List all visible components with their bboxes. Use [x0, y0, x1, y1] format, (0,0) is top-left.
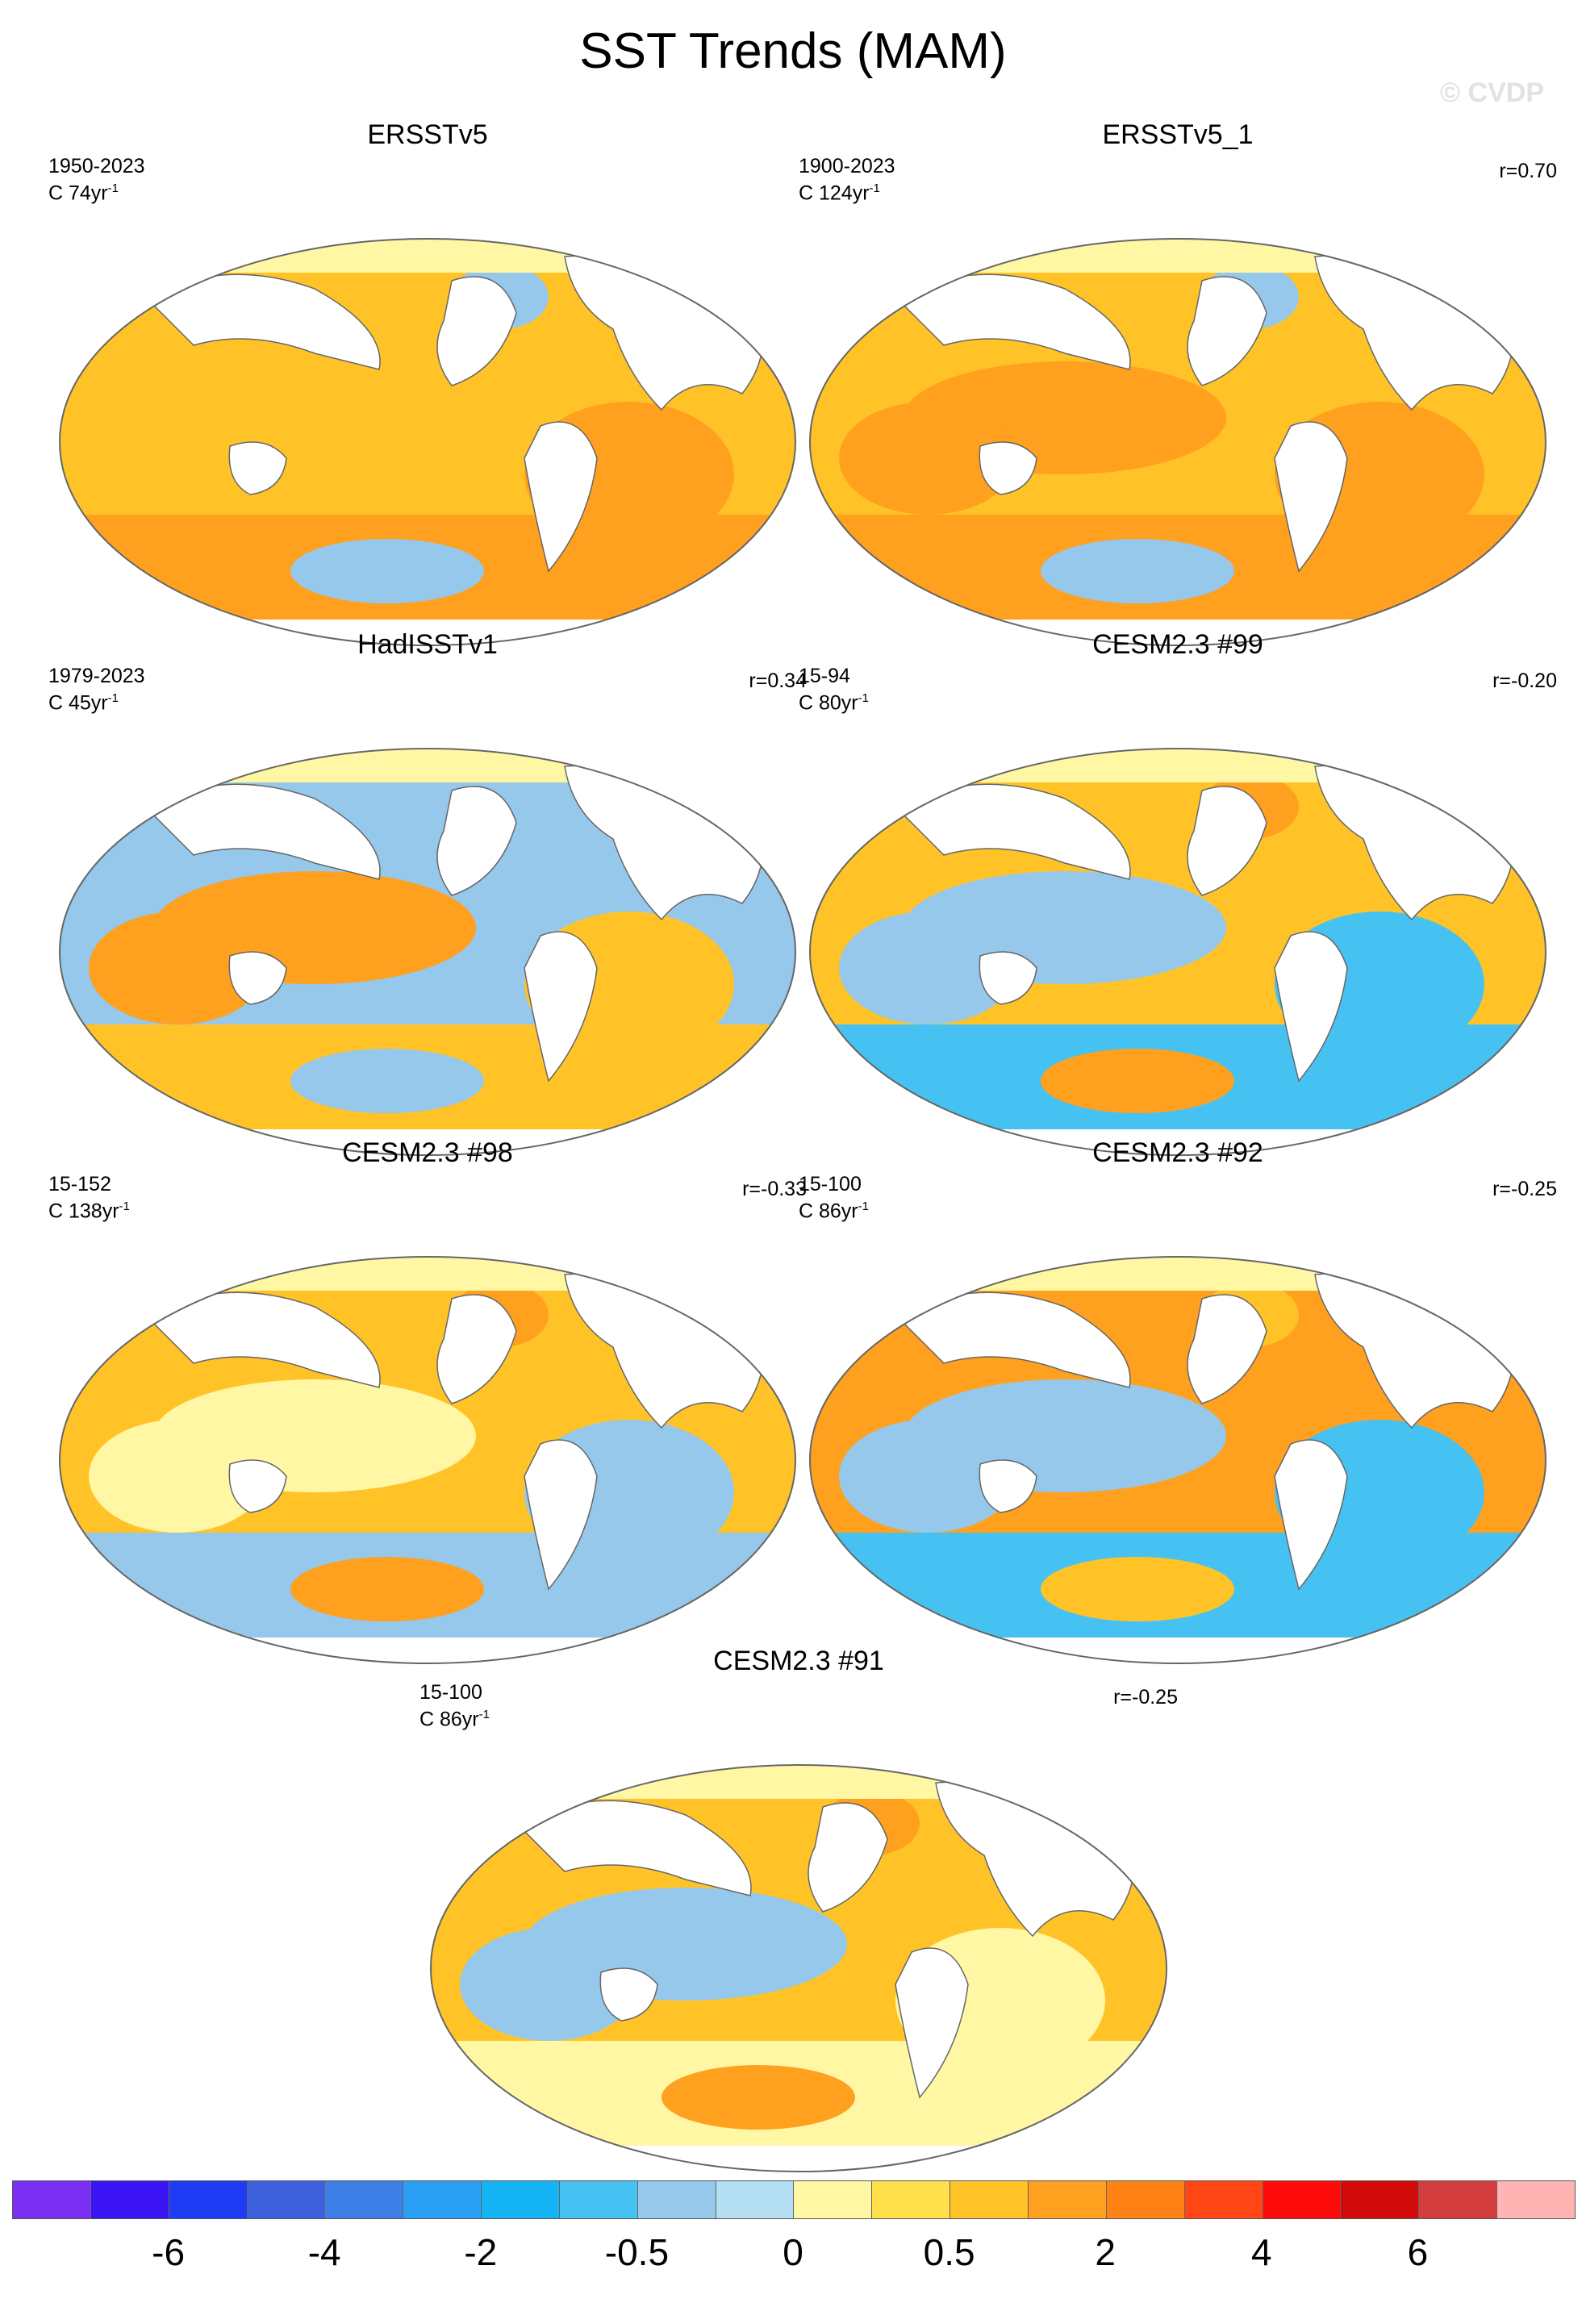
- colorbar-swatch: [1106, 2181, 1185, 2218]
- world-map: [59, 1256, 796, 1664]
- panel-title: CESM2.3 #91: [713, 1646, 884, 1676]
- colorbar-swatch: [637, 2181, 716, 2218]
- map-panel: HadISSTv1 1979-2023 C 45yr-1 r=0.34: [48, 629, 807, 1156]
- colorbar-swatch: [1028, 2181, 1107, 2218]
- panel-info: 1950-2023 C 74yr-1: [48, 155, 145, 204]
- panel-info: 15-152 C 138yr-1: [48, 1173, 130, 1222]
- colorbar-swatch: [169, 2181, 248, 2218]
- panel-period: 15-100: [419, 1681, 482, 1704]
- world-map: [809, 1256, 1546, 1664]
- panel-info: 1979-2023 C 45yr-1: [48, 665, 145, 714]
- world-map: [59, 748, 796, 1156]
- world-map: [809, 238, 1546, 646]
- map-panel: CESM2.3 #99 15-94 C 80yr-1 r=-0.20: [799, 629, 1557, 1156]
- colorbar-tick-label: -0.5: [604, 2231, 670, 2273]
- colorbar-tick-label: -4: [307, 2231, 341, 2273]
- world-map: [430, 1764, 1167, 2172]
- map-panel: ERSSTv5 1950-2023 C 74yr-1: [48, 119, 807, 646]
- colorbar-swatch: [1497, 2181, 1575, 2218]
- panel-title: CESM2.3 #98: [342, 1137, 513, 1168]
- map-panel: CESM2.3 #92 15-100 C 86yr-1 r=-0.25: [799, 1137, 1557, 1664]
- colorbar-swatch: [13, 2181, 91, 2218]
- figure-title: SST Trends (MAM): [579, 23, 1007, 79]
- colorbar-swatch: [559, 2181, 638, 2218]
- panel-units: C 86yr-1: [419, 1708, 490, 1731]
- colorbar-swatch: [403, 2181, 482, 2218]
- colorbar-tick-label: 0: [783, 2231, 803, 2273]
- world-map: [809, 748, 1546, 1156]
- panel-title: ERSSTv5_1: [1102, 119, 1254, 150]
- colorbar-tick-label: 2: [1095, 2231, 1116, 2273]
- panel-units: C 86yr-1: [799, 1200, 869, 1223]
- pattern-correlation: r=0.70: [1499, 160, 1557, 182]
- colorbar-swatch: [1263, 2181, 1342, 2218]
- pattern-correlation: r=0.34: [749, 670, 807, 692]
- colorbar-tick-label: 4: [1251, 2231, 1272, 2273]
- map-panel: CESM2.3 #98 15-152 C 138yr-1 r=-0.33: [48, 1137, 807, 1664]
- colorbar-tick-label: 6: [1407, 2231, 1429, 2273]
- pattern-correlation: r=-0.25: [1492, 1178, 1557, 1200]
- colorbar-swatch: [1419, 2181, 1498, 2218]
- panel-info: 1900-2023 C 124yr-1: [799, 155, 895, 204]
- map-panel: ERSSTv5_1 1900-2023 C 124yr-1 r=0.70: [799, 119, 1557, 646]
- pattern-correlation: r=-0.33: [742, 1178, 807, 1200]
- watermark: © CVDP: [1440, 77, 1544, 108]
- panel-units: C 124yr-1: [799, 181, 880, 205]
- panel-units: C 45yr-1: [48, 691, 119, 715]
- panel-units: C 74yr-1: [48, 181, 119, 205]
- colorbar-swatch: [247, 2181, 326, 2218]
- colorbar-swatch: [1341, 2181, 1420, 2218]
- colorbar-swatch: [1184, 2181, 1263, 2218]
- colorbar-swatch: [90, 2181, 169, 2218]
- panel-period: 1950-2023: [48, 155, 145, 177]
- panel-units: C 138yr-1: [48, 1200, 130, 1223]
- pattern-correlation: r=-0.25: [1113, 1686, 1178, 1709]
- panel-info: 15-100 C 86yr-1: [799, 1173, 869, 1222]
- panel-info: 15-100 C 86yr-1: [419, 1681, 490, 1730]
- panel-title: CESM2.3 #99: [1092, 629, 1263, 660]
- panel-title: CESM2.3 #92: [1092, 1137, 1263, 1168]
- map-panel: CESM2.3 #91 15-100 C 86yr-1 r=-0.25: [419, 1646, 1178, 2172]
- colorbar-ticks: -6 -4 -2 -0.5 0 0.5 2 4 6: [0, 2230, 1586, 2279]
- colorbar: [12, 2180, 1576, 2219]
- panel-period: 1979-2023: [48, 665, 145, 687]
- panel-info: 15-94 C 80yr-1: [799, 665, 869, 714]
- colorbar-tick-label: -2: [464, 2231, 498, 2273]
- panel-period: 15-152: [48, 1173, 111, 1195]
- colorbar-swatch: [325, 2181, 404, 2218]
- panel-period: 15-100: [799, 1173, 862, 1195]
- colorbar-tick-label: -6: [152, 2231, 186, 2273]
- world-map: [59, 238, 796, 646]
- colorbar-swatch: [716, 2181, 795, 2218]
- panel-period: 15-94: [799, 665, 850, 687]
- colorbar-swatch: [950, 2181, 1029, 2218]
- colorbar-swatch: [872, 2181, 951, 2218]
- panel-title: HadISSTv1: [357, 629, 498, 660]
- colorbar-swatch: [794, 2181, 873, 2218]
- panel-period: 1900-2023: [799, 155, 895, 177]
- pattern-correlation: r=-0.20: [1492, 670, 1557, 692]
- colorbar-swatch: [482, 2181, 560, 2218]
- colorbar-tick-label: 0.5: [923, 2231, 975, 2273]
- panel-units: C 80yr-1: [799, 691, 869, 715]
- panel-title: ERSSTv5: [367, 119, 488, 150]
